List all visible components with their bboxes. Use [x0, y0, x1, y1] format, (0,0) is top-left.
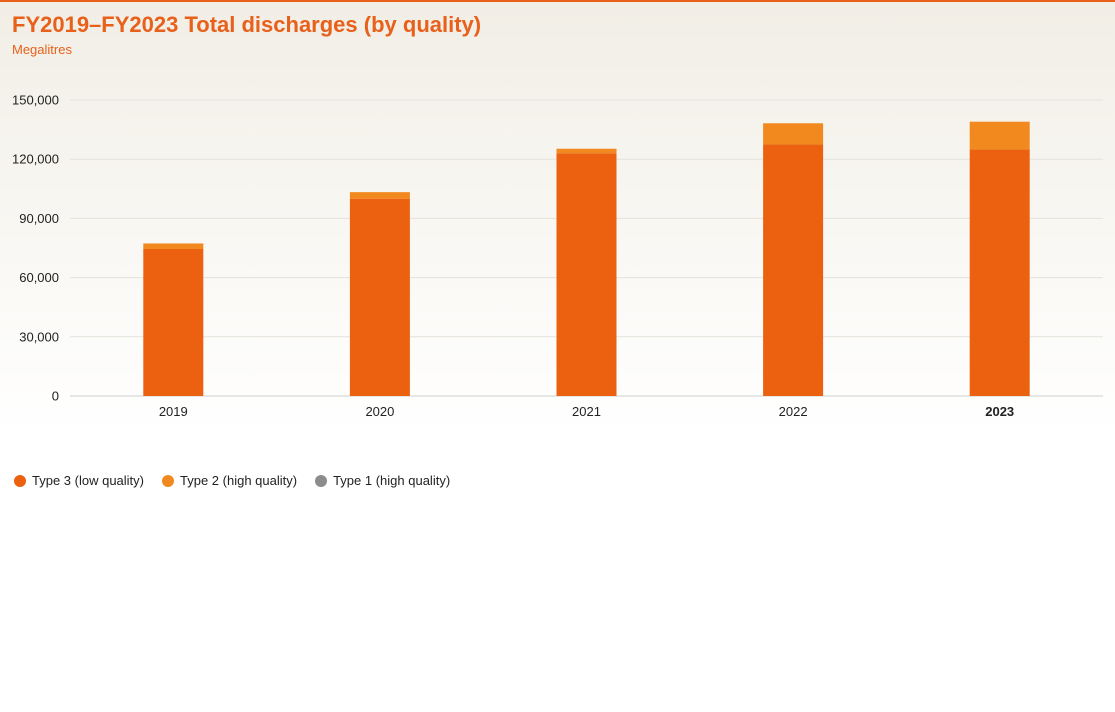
chart-title: FY2019–FY2023 Total discharges (by quali… [12, 12, 482, 37]
legend-swatch [162, 474, 174, 487]
bar-2023-series-2 [969, 121, 1030, 150]
x-tick-label: 2023 [985, 404, 1014, 419]
y-tick-label: 30,000 [19, 329, 59, 344]
bar-2021-series-2 [556, 148, 617, 154]
legend-item-series-3[interactable]: Type 1 (high quality) [315, 473, 450, 488]
legend-swatch [315, 474, 328, 487]
y-tick-label: 90,000 [19, 211, 59, 226]
legend-item-series-2[interactable]: Type 2 (high quality) [162, 473, 297, 488]
chart-legend: Type 3 (low quality) Type 2 (high quality… [14, 473, 468, 488]
x-tick-label: 2020 [365, 404, 394, 419]
y-tick-label: 0 [52, 389, 59, 404]
legend-label: Type 2 (high quality) [180, 473, 298, 488]
bar-2023-series-1 [969, 149, 1030, 396]
bar-2022-series-1 [763, 144, 824, 396]
bar-2020-series-1 [349, 198, 410, 396]
y-tick-label: 120,000 [12, 152, 59, 167]
legend-label: Type 1 (high quality) [333, 473, 451, 488]
bar-chart: 0 30,000 60,000 90,000 120,000 150,000 2019 202… [12, 93, 1103, 419]
chart-subtitle: Megalitres [12, 42, 72, 57]
x-tick-label: 2022 [779, 404, 808, 419]
bar-2019-series-1 [143, 248, 204, 396]
bar-2020-series-2 [349, 192, 410, 199]
legend-swatch [14, 474, 26, 487]
bar-2021-series-1 [556, 153, 617, 396]
legend-item-series-1[interactable]: Type 3 (low quality) [14, 473, 144, 488]
legend-label: Type 3 (low quality) [32, 473, 144, 488]
bar-2022-series-2 [763, 123, 824, 145]
x-tick-label: 2019 [159, 404, 188, 419]
y-tick-label: 150,000 [12, 93, 59, 108]
bar-2019-series-2 [143, 243, 204, 249]
y-tick-label: 60,000 [19, 270, 59, 285]
x-tick-label: 2021 [572, 404, 601, 419]
